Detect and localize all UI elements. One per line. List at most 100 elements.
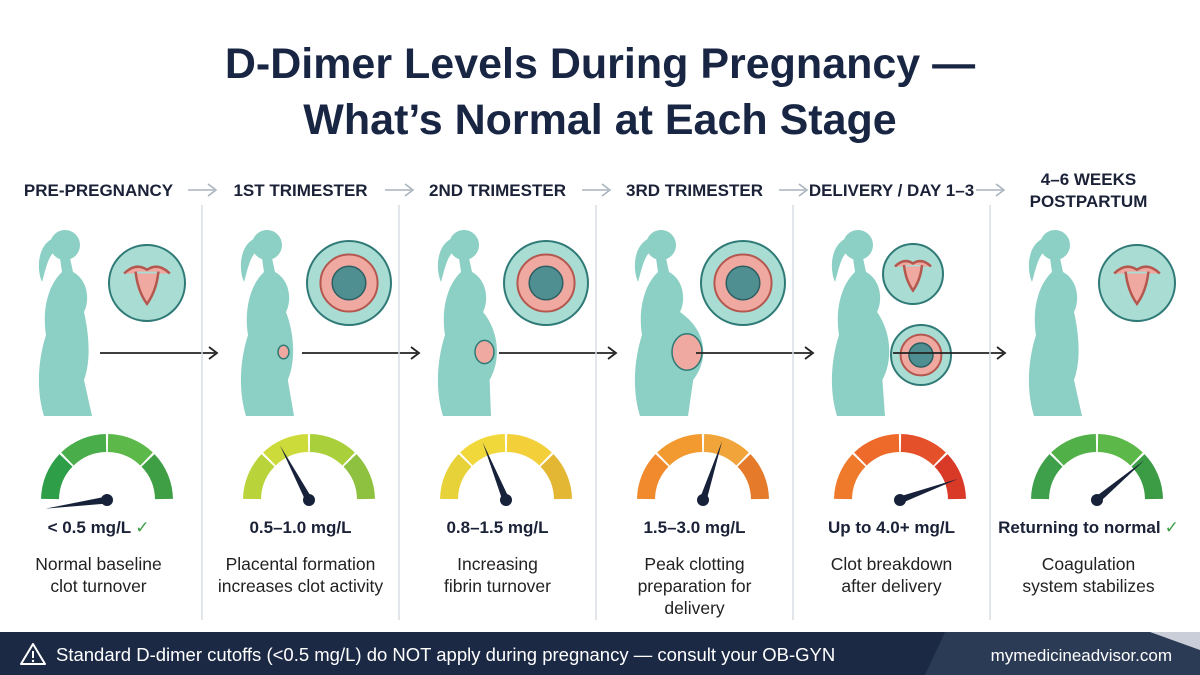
ponytail — [437, 238, 455, 282]
level-value: 1.5–3.0 mg/L — [643, 518, 745, 537]
level-value: 0.5–1.0 mg/L — [249, 518, 351, 537]
stage-arrow-head — [996, 346, 1007, 360]
gauge-segment — [263, 434, 309, 466]
gauge-segment — [834, 454, 866, 500]
gauge-segment — [1051, 434, 1097, 466]
gauge-hub — [697, 494, 709, 506]
stage-arrow-head — [208, 346, 219, 360]
gauge-segment — [703, 434, 749, 466]
gauge-needle — [279, 445, 313, 502]
level-value: Returning to normal — [998, 518, 1160, 537]
head — [50, 230, 80, 260]
gauge-segment — [900, 434, 946, 466]
stage-label: 3RD TRIMESTER — [626, 181, 763, 200]
gauge-segment — [61, 434, 107, 466]
gauge-needle — [482, 442, 510, 502]
stages: PRE-PREGNANCY< 0.5 mg/L ✓Normal baselinec… — [24, 170, 1179, 620]
stage-label: 4–6 WEEKS — [1041, 170, 1136, 189]
stage-arrow-head — [804, 346, 815, 360]
silhouette — [634, 230, 704, 416]
body — [437, 258, 497, 416]
silhouette — [831, 230, 890, 416]
silhouette — [1028, 230, 1082, 416]
level: 0.8–1.5 mg/L — [446, 518, 548, 537]
gauge-needle — [898, 478, 959, 504]
womb — [277, 344, 290, 360]
ponytail — [831, 238, 849, 282]
gauge-needle — [699, 441, 723, 502]
footer-site: mymedicineadvisor.com — [991, 646, 1172, 665]
description-line: clot turnover — [50, 576, 146, 596]
description-line: Coagulation — [1042, 554, 1135, 574]
stage-arrow-head — [410, 346, 421, 360]
stage-label: POSTPARTUM — [1030, 192, 1148, 211]
uterus — [1113, 265, 1161, 307]
body — [240, 258, 294, 416]
womb — [671, 333, 703, 371]
head — [449, 230, 479, 260]
description-line: Clot breakdown — [831, 554, 953, 574]
check-mark: ✓ — [1165, 518, 1179, 537]
label-arrow-head — [995, 183, 1006, 197]
uterus — [894, 259, 932, 293]
gauge-segment — [440, 454, 472, 500]
body — [831, 258, 890, 416]
level-value: < 0.5 mg/L — [48, 518, 132, 537]
head — [843, 230, 873, 260]
gauge-segment — [1097, 434, 1143, 466]
gauge-hub — [1091, 494, 1103, 506]
level-value: 0.8–1.5 mg/L — [446, 518, 548, 537]
gauge-segment — [657, 434, 703, 466]
stage-label: 1ST TRIMESTER — [233, 181, 367, 200]
womb — [474, 339, 495, 365]
gauge-segment — [141, 454, 173, 500]
label-arrow-head — [798, 183, 809, 197]
gauge-segment — [637, 454, 669, 500]
description-line: Normal baseline — [35, 554, 161, 574]
level: 1.5–3.0 mg/L — [643, 518, 745, 537]
gauge-segment — [243, 454, 275, 500]
body — [38, 258, 92, 416]
description-line: increases clot activity — [218, 576, 384, 596]
gauge-segment — [737, 454, 769, 500]
ponytail — [240, 238, 258, 282]
embryo — [331, 265, 367, 301]
level-value: Up to 4.0+ mg/L — [828, 518, 955, 537]
gauge-segment — [107, 434, 153, 466]
silhouette — [38, 230, 92, 416]
embryo — [528, 265, 564, 301]
description-line: Peak clotting — [644, 554, 744, 574]
embryo — [908, 342, 934, 368]
label-arrow-head — [404, 183, 415, 197]
description-line: after delivery — [841, 576, 941, 596]
gauge-segment — [854, 434, 900, 466]
level: Returning to normal ✓ — [998, 518, 1179, 537]
embryo — [725, 265, 761, 301]
silhouette — [240, 230, 294, 416]
stage-label: 2ND TRIMESTER — [429, 181, 566, 200]
description-line: system stabilizes — [1022, 576, 1155, 596]
footer-corner — [1150, 632, 1200, 650]
gauge-needle — [1094, 460, 1145, 503]
gauge-hub — [303, 494, 315, 506]
gauge-segment — [540, 454, 572, 500]
level: < 0.5 mg/L ✓ — [48, 518, 150, 537]
title-line: D-Dimer Levels During Pregnancy — — [225, 40, 975, 88]
level: 0.5–1.0 mg/L — [249, 518, 351, 537]
gauge-segment — [41, 454, 73, 500]
gauge-segment — [506, 434, 552, 466]
level: Up to 4.0+ mg/L — [828, 518, 955, 537]
description-line: preparation for — [638, 576, 752, 596]
check-mark: ✓ — [135, 518, 149, 537]
description-line: delivery — [664, 598, 725, 618]
body — [634, 258, 704, 416]
gauge-segment — [934, 454, 966, 500]
gauge-segment — [1131, 454, 1163, 500]
gauge-segment — [343, 454, 375, 500]
warning-icon — [20, 643, 46, 665]
gauge-segment — [1031, 454, 1063, 500]
label-arrow-head — [207, 183, 218, 197]
ponytail — [38, 238, 56, 282]
gauge-segment — [460, 434, 506, 466]
